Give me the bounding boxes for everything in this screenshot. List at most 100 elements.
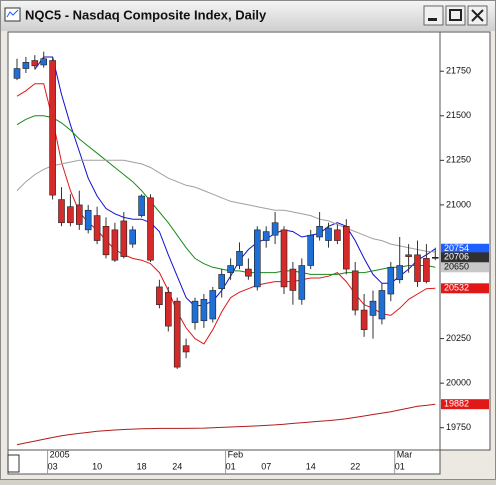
x-tick-label: 22 [350,461,360,471]
y-tick-label: 21750 [446,66,471,76]
candle [84,204,92,234]
candle-body [236,250,243,266]
candle [209,286,217,323]
candle-body [120,220,128,257]
candle-body [13,68,21,79]
candle-body [369,300,377,316]
last-value-box [441,399,489,410]
candle [165,286,172,332]
candle-body [200,299,208,322]
candle-body [245,268,252,277]
last-value-box [441,262,489,273]
candle [76,190,83,230]
candle-body [191,300,199,323]
candle [396,236,404,284]
candle [58,187,65,227]
candle-body [67,206,74,224]
y-tick-label: 20250 [446,333,471,343]
last-value-label: 20754 [444,243,469,253]
candle [120,212,128,259]
moving-average-line [16,159,436,253]
last-value-box [441,283,489,294]
candle [200,294,208,328]
y-tick-label: 19750 [446,422,471,432]
x-major-label: Mar [397,449,413,459]
candle-body [165,291,172,327]
candle [173,297,181,369]
candle-body [289,268,297,291]
app-icon-glyph [6,9,19,18]
maximize-button[interactable] [445,5,466,26]
candle [156,279,163,309]
candle [236,242,243,270]
x-tick-label: 14 [306,461,316,471]
last-value-label: 20706 [444,252,469,262]
candle-body [147,197,154,261]
candle [245,258,252,280]
last-value-label: 20532 [444,283,469,293]
candle-body [280,229,288,288]
candle-body [351,270,359,311]
candle [40,51,48,68]
candle [378,283,386,325]
candle-body [254,229,261,288]
close-button[interactable] [467,5,488,26]
candle-body [22,62,30,69]
candle [31,55,39,70]
candle-body [93,215,101,241]
candle-body [387,266,395,295]
y-axis-area [439,31,491,451]
candle [316,212,323,241]
x-axis-area [7,449,441,475]
candle [22,56,30,73]
candle-body [298,265,306,300]
y-tick-label: 20000 [446,378,471,388]
marks [13,51,439,446]
candle-body [129,229,136,245]
candle [138,194,145,218]
candle-body [102,225,110,256]
candle [262,226,270,248]
candle [387,261,395,302]
candle-body [262,231,270,241]
candle [129,226,136,248]
x-major-label: 2005 [50,449,70,459]
candle [423,244,430,284]
scroll-box[interactable] [7,454,20,473]
candle [289,261,297,305]
candle [369,290,377,339]
last-value-label: 20650 [444,262,469,272]
candle-body [414,254,421,282]
candle-body [227,265,234,273]
candle-body [156,286,163,306]
x-tick-label: 07 [261,461,271,471]
candle-body [378,290,386,320]
candle-body [396,265,404,281]
candle [218,269,225,298]
candle-body [40,58,48,66]
candle [111,222,119,262]
candle-body [431,257,439,259]
minimize-button[interactable] [423,5,444,26]
candle [342,219,350,275]
candle-body [423,258,430,282]
candle-body [342,225,350,270]
x-tick-label: 18 [137,461,147,471]
candle [102,217,110,259]
candle [49,56,56,200]
candle [227,258,234,280]
candle [307,229,315,270]
candle-body [182,345,190,353]
candle-body [360,309,368,330]
x-tick-label: 01 [226,461,236,471]
candle [271,212,279,245]
candle-body [138,195,145,216]
candle-body [31,60,39,67]
x-tick-label: 24 [172,461,182,471]
candle-body [173,300,181,368]
moving-average-line [16,403,436,446]
candle-body [325,227,332,241]
title-bar [1,1,495,31]
candle [351,261,359,316]
